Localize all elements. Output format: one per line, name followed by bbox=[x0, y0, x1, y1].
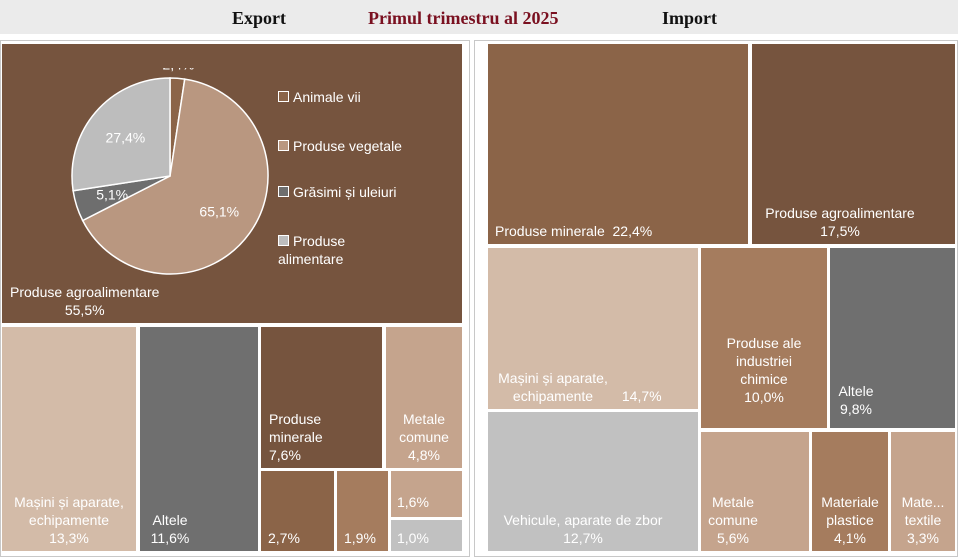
pie-slice bbox=[81, 78, 269, 275]
export-tile-masini: Mașini și aparate, echipamente 13,3% bbox=[2, 327, 136, 551]
export-altele-value: 11,6% bbox=[150, 530, 190, 546]
legend-label: Grăsimi și uleiuri bbox=[293, 184, 397, 200]
pie-chart: 2,4% 65,1% 5,1% 27,4% bbox=[71, 68, 269, 275]
pie-slice bbox=[71, 77, 171, 192]
import-tile-vehicule: Vehicule, aparate de zbor 12,7% bbox=[488, 412, 698, 551]
legend-swatch bbox=[278, 91, 289, 102]
export-altele-label: Altele bbox=[152, 512, 188, 528]
legend-label: Produse vegetale bbox=[293, 138, 402, 154]
import-plastice-label: Materiale plastice bbox=[821, 494, 879, 528]
export-metale-value: 4,8% bbox=[408, 447, 440, 463]
import-tile-metale: Metale comune 5,6% bbox=[701, 432, 809, 551]
export-tile-small-4: 1,0% bbox=[391, 520, 462, 551]
import-minerale-label: Produse minerale bbox=[495, 223, 605, 239]
pie-slice-label: 5,1% bbox=[96, 187, 128, 203]
import-minerale-value: 22,4% bbox=[612, 223, 653, 239]
export-tile-metale: Metale comune 4,8% bbox=[386, 327, 462, 468]
import-agro-label: Produse agroalimentare bbox=[765, 205, 915, 221]
import-tile-altele: Altele 9,8% bbox=[830, 248, 955, 428]
export-minerale-label: Produse minerale bbox=[269, 411, 323, 445]
export-agro-label: Produse agroalimentare bbox=[10, 284, 160, 300]
import-altele-value: 9,8% bbox=[840, 401, 872, 417]
export-tile-small-1: 2,7% bbox=[261, 471, 334, 551]
header-bar: Export Primul trimestru al 2025 Import bbox=[0, 0, 958, 34]
import-plastice-value: 4,1% bbox=[834, 530, 866, 546]
export-masini-value: 13,3% bbox=[49, 530, 89, 546]
export-masini-label: Mașini și aparate, echipamente bbox=[14, 494, 124, 528]
import-metale-label: Metale comune bbox=[708, 494, 758, 528]
import-tile-minerale: Produse minerale 22,4% bbox=[488, 44, 748, 244]
import-vehicule-value: 12,7% bbox=[563, 530, 603, 546]
export-small-3-value: 1,6% bbox=[397, 494, 429, 510]
import-tile-plastice: Materiale plastice 4,1% bbox=[812, 432, 888, 551]
import-masini-value: 14,7% bbox=[621, 388, 662, 404]
pie-slice-label: 65,1% bbox=[199, 204, 239, 220]
chart-title: Primul trimestru al 2025 bbox=[368, 8, 559, 28]
import-agro-value: 17,5% bbox=[820, 223, 860, 239]
export-tile-small-3: 1,6% bbox=[391, 471, 462, 517]
legend-swatch bbox=[278, 140, 289, 151]
export-metale-label: Metale comune bbox=[399, 411, 449, 445]
legend-item-vegetale: Produse vegetale bbox=[278, 137, 402, 155]
pie-slice-label: 2,4% bbox=[162, 68, 194, 72]
import-tile-textile: Mate... textile 3,3% bbox=[891, 432, 955, 551]
import-textile-value: 3,3% bbox=[907, 530, 939, 546]
export-tile-minerale: Produse minerale 7,6% bbox=[261, 327, 382, 468]
import-masini-label: Mașini și aparate, echipamente bbox=[498, 370, 608, 404]
import-vehicule-label: Vehicule, aparate de zbor bbox=[503, 512, 663, 528]
legend-item-animale: Animale vii bbox=[278, 88, 361, 106]
export-minerale-value: 7,6% bbox=[269, 447, 301, 463]
export-small-1-value: 2,7% bbox=[268, 530, 300, 546]
import-heading: Import bbox=[662, 8, 717, 28]
export-tile-small-2: 1,9% bbox=[337, 471, 388, 551]
legend-item-grasimi: Grăsimi și uleiuri bbox=[278, 183, 396, 201]
import-tile-chimice: Produse ale industriei chimice 10,0% bbox=[701, 248, 827, 428]
import-tile-masini: Mașini și aparate, echipamente 14,7% bbox=[488, 248, 698, 409]
legend-label: Animale vii bbox=[293, 89, 361, 105]
import-tile-agro: Produse agroalimentare 17,5% bbox=[752, 44, 955, 244]
export-tile-altele: Altele 11,6% bbox=[140, 327, 258, 551]
export-small-4-value: 1,0% bbox=[397, 530, 429, 546]
export-agro-value: 55,5% bbox=[64, 302, 105, 318]
legend-swatch bbox=[278, 235, 289, 246]
legend-label: Produse alimentare bbox=[278, 233, 346, 267]
import-altele-label: Altele bbox=[838, 383, 874, 399]
import-textile-label: Mate... textile bbox=[901, 494, 945, 528]
legend-item-alimentare: Produse alimentare bbox=[278, 232, 388, 268]
import-chimice-value: 10,0% bbox=[744, 389, 784, 405]
import-chimice-label: Produse ale industriei chimice bbox=[726, 335, 802, 387]
legend-swatch bbox=[278, 186, 289, 197]
export-heading: Export bbox=[232, 8, 286, 28]
import-metale-value: 5,6% bbox=[717, 530, 749, 546]
pie-slice-label: 27,4% bbox=[106, 130, 146, 146]
export-small-2-value: 1,9% bbox=[344, 530, 376, 546]
